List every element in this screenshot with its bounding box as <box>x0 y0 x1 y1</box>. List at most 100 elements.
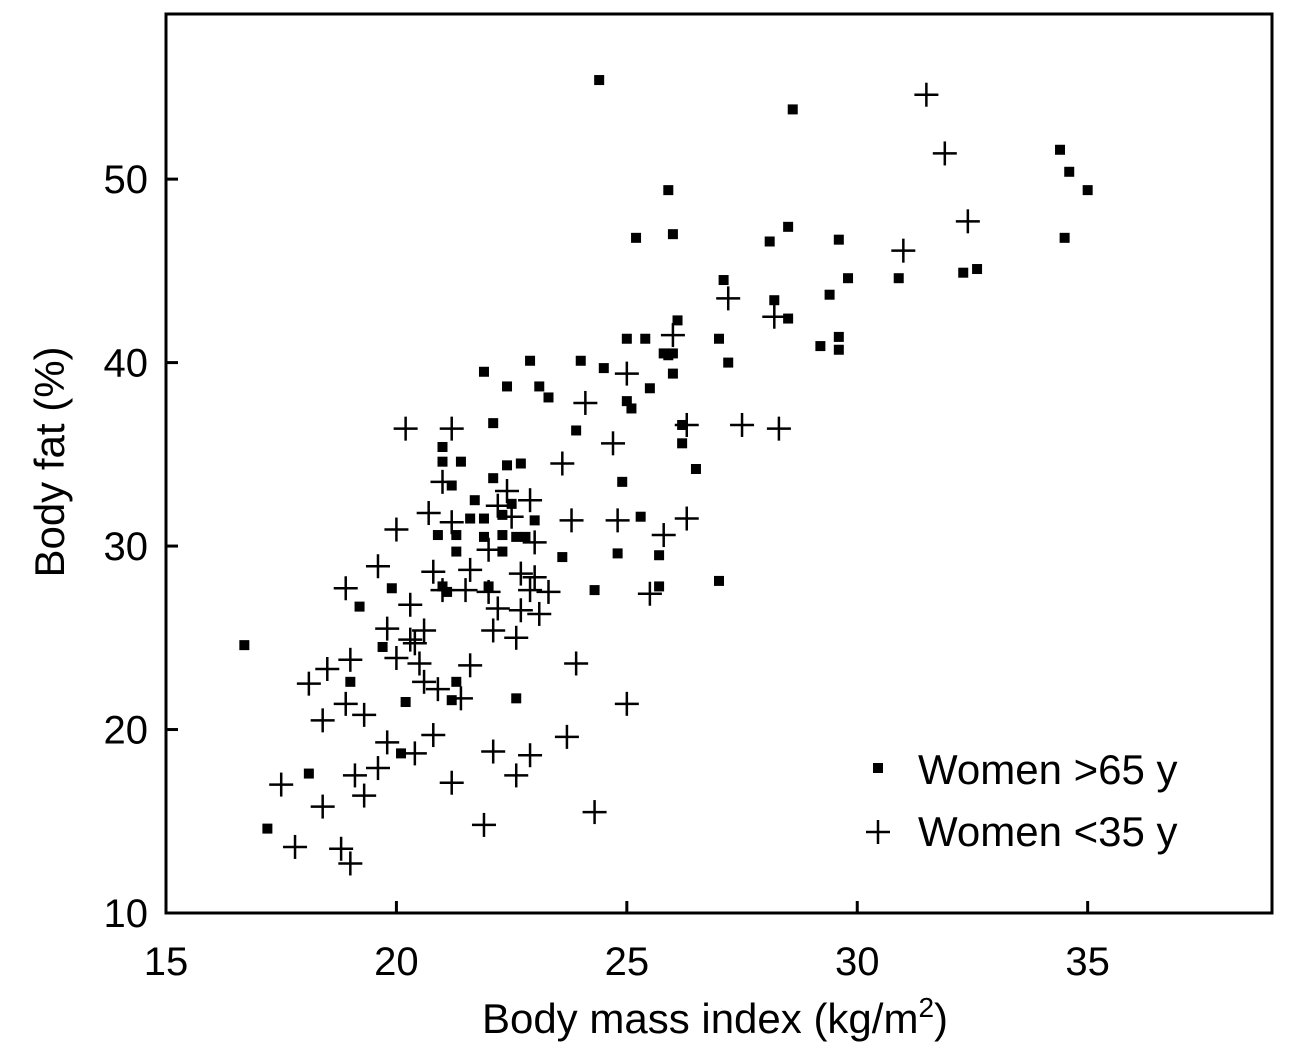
point-women-under-35 <box>554 724 579 749</box>
point-women-over-65 <box>502 381 513 392</box>
point-women-under-35 <box>352 702 377 727</box>
point-women-under-35 <box>522 565 547 590</box>
point-women-over-65 <box>644 383 655 394</box>
point-women-under-35 <box>605 508 630 533</box>
y-tick-label: 20 <box>104 709 149 753</box>
point-women-under-35 <box>338 647 363 672</box>
point-women-under-35 <box>481 618 506 643</box>
legend-label-older: Women >65 y <box>918 746 1178 793</box>
point-women-under-35 <box>365 756 390 781</box>
point-women-over-65 <box>1064 166 1075 177</box>
point-women-over-65 <box>598 363 609 374</box>
point-women-under-35 <box>315 656 340 681</box>
point-women-over-65 <box>594 75 605 86</box>
point-women-under-35 <box>674 412 699 437</box>
point-women-over-65 <box>654 581 665 592</box>
plot-frame <box>164 12 1274 915</box>
legend-label-younger: Women <35 y <box>918 808 1178 855</box>
point-women-under-35 <box>384 517 409 542</box>
point-women-over-65 <box>1055 144 1066 155</box>
point-women-under-35 <box>508 598 533 623</box>
point-women-over-65 <box>893 273 904 284</box>
point-women-over-65 <box>497 546 508 557</box>
point-women-over-65 <box>497 509 508 520</box>
point-women-under-35 <box>458 557 483 582</box>
point-women-over-65 <box>446 480 457 491</box>
point-women-under-35 <box>342 763 367 788</box>
point-women-under-35 <box>329 836 354 861</box>
point-women-over-65 <box>958 267 969 278</box>
point-women-over-65 <box>543 392 554 403</box>
point-women-over-65 <box>506 498 517 509</box>
axis-ticks: 15 20 25 30 35 10 20 30 40 50 <box>104 158 1110 984</box>
point-women-under-35 <box>448 686 473 711</box>
point-women-over-65 <box>631 232 642 243</box>
point-women-over-65 <box>575 355 586 366</box>
point-women-over-65 <box>783 221 794 232</box>
point-women-over-65 <box>617 476 628 487</box>
point-women-over-65 <box>451 676 462 687</box>
point-women-over-65 <box>455 456 466 467</box>
point-women-over-65 <box>635 511 646 522</box>
point-women-under-35 <box>485 493 510 518</box>
point-women-under-35 <box>651 523 676 548</box>
point-women-over-65 <box>626 403 637 414</box>
point-women-under-35 <box>518 578 543 603</box>
point-women-over-65 <box>833 344 844 355</box>
point-women-under-35 <box>412 618 437 643</box>
point-women-under-35 <box>504 625 529 650</box>
point-women-under-35 <box>476 579 501 604</box>
point-women-under-35 <box>296 671 321 696</box>
point-women-over-65 <box>377 641 388 652</box>
point-women-over-65 <box>723 357 734 368</box>
point-women-over-65 <box>354 601 365 612</box>
point-women-under-35 <box>730 412 755 437</box>
point-women-under-35 <box>421 723 446 748</box>
point-women-under-35 <box>481 739 506 764</box>
point-women-over-65 <box>667 348 678 359</box>
point-women-over-65 <box>303 768 314 779</box>
point-women-under-35 <box>522 530 547 555</box>
point-women-over-65 <box>529 515 540 526</box>
point-women-under-35 <box>416 501 441 526</box>
point-women-under-35 <box>421 559 446 584</box>
point-women-over-65 <box>520 531 531 542</box>
point-women-under-35 <box>559 508 584 533</box>
legend-plus-marker <box>866 820 890 844</box>
point-women-under-35 <box>582 800 607 825</box>
point-women-over-65 <box>677 438 688 449</box>
point-women-over-65 <box>833 331 844 342</box>
point-women-over-65 <box>437 441 448 452</box>
point-women-under-35 <box>495 479 520 504</box>
point-women-over-65 <box>451 530 462 541</box>
point-women-over-65 <box>769 295 780 306</box>
point-women-over-65 <box>469 495 480 506</box>
point-women-under-35 <box>955 209 980 234</box>
point-women-under-35 <box>333 576 358 601</box>
point-women-over-65 <box>571 425 582 436</box>
point-women-under-35 <box>310 708 335 733</box>
point-women-under-35 <box>338 851 363 876</box>
point-women-under-35 <box>384 645 409 670</box>
point-women-under-35 <box>375 616 400 641</box>
point-women-under-35 <box>573 390 598 415</box>
point-women-under-35 <box>310 794 335 819</box>
point-women-over-65 <box>345 676 356 687</box>
point-women-under-35 <box>269 772 294 797</box>
point-women-under-35 <box>402 631 427 656</box>
point-women-under-35 <box>476 537 501 562</box>
point-women-under-35 <box>375 730 400 755</box>
y-tick-label: 40 <box>104 342 149 386</box>
point-women-over-65 <box>718 275 729 286</box>
point-women-over-65 <box>534 381 545 392</box>
point-women-over-65 <box>525 355 536 366</box>
point-women-under-35 <box>550 451 575 476</box>
point-women-over-65 <box>1082 185 1093 196</box>
point-women-over-65 <box>511 531 522 542</box>
point-women-over-65 <box>621 396 632 407</box>
point-women-over-65 <box>511 693 522 704</box>
point-women-over-65 <box>478 366 489 377</box>
point-women-over-65 <box>497 530 508 541</box>
point-women-over-65 <box>515 458 526 469</box>
